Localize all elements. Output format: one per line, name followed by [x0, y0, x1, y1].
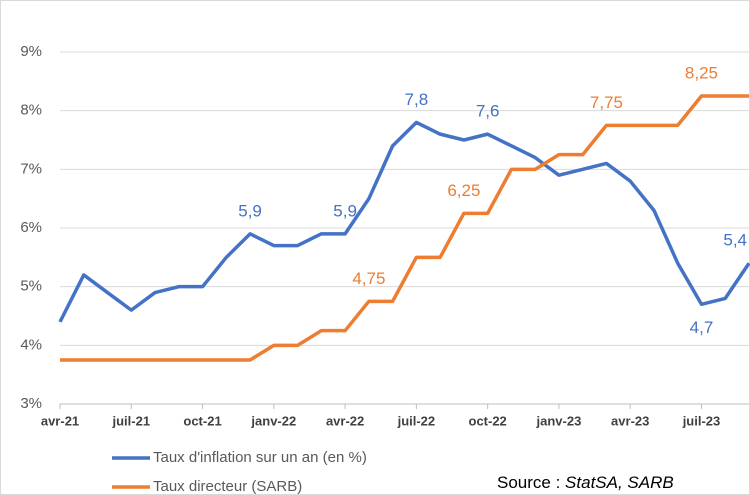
source-label: Source :: [497, 473, 560, 492]
data-label: 4,7: [690, 318, 714, 337]
data-label: 5,9: [333, 201, 357, 220]
x-tick-label: janv-22: [250, 413, 296, 428]
y-tick-label: 9%: [20, 43, 42, 60]
y-tick-label: 5%: [20, 278, 42, 295]
data-label: 8,25: [685, 63, 718, 82]
data-label: 7,6: [476, 102, 500, 121]
x-tick-label: avr-23: [611, 413, 649, 428]
y-tick-label: 3%: [20, 395, 42, 412]
x-tick-label: oct-21: [183, 413, 221, 428]
data-label: 5,9: [238, 201, 262, 220]
x-tick-label: avr-21: [41, 413, 79, 428]
legend-label: Taux directeur (SARB): [153, 478, 302, 495]
data-label: 4,75: [352, 269, 385, 288]
y-tick-label: 6%: [20, 219, 42, 236]
source-value: StatSA, SARB: [565, 473, 674, 492]
data-label: 5,4: [723, 231, 747, 250]
x-tick-label: avr-22: [326, 413, 364, 428]
y-tick-label: 7%: [20, 160, 42, 177]
x-tick-label: janv-23: [536, 413, 582, 428]
source: Source : StatSA, SARB: [497, 473, 674, 492]
line-series: [60, 94, 749, 362]
line-series: [58, 120, 750, 323]
data-label: 7,8: [405, 90, 429, 109]
data-label: 6,25: [447, 181, 480, 200]
y-tick-label: 4%: [20, 336, 42, 353]
y-tick-label: 8%: [20, 102, 42, 119]
x-tick-label: juil-23: [682, 413, 721, 428]
x-tick-label: juil-22: [397, 413, 436, 428]
legend-label: Taux d'inflation sur un an (en %): [153, 449, 367, 466]
x-tick-label: juil-21: [111, 413, 150, 428]
x-tick-label: oct-22: [469, 413, 507, 428]
data-label: 7,75: [590, 93, 623, 112]
